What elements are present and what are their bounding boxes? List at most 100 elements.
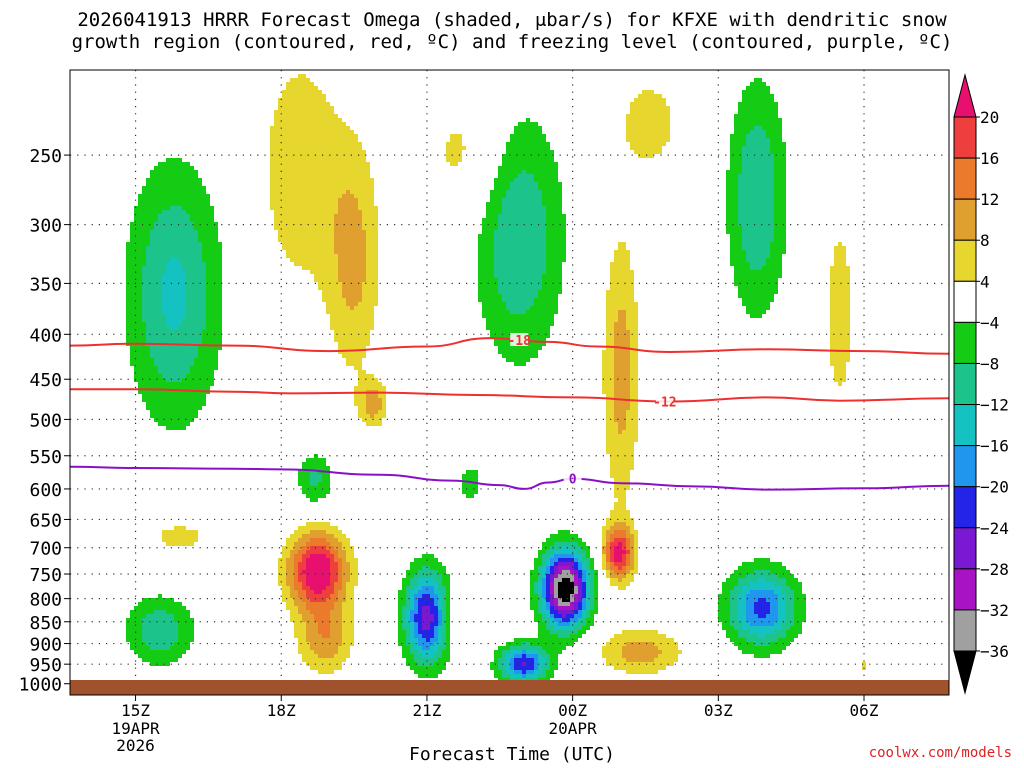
omega-cell <box>362 418 382 422</box>
omega-cell <box>538 574 542 578</box>
omega-cell <box>366 250 378 254</box>
omega-cell <box>594 590 598 594</box>
omega-cell <box>610 454 634 458</box>
omega-cell <box>770 642 790 646</box>
omega-cell <box>406 622 414 626</box>
omega-cell <box>462 474 478 478</box>
omega-cell <box>186 286 206 290</box>
omega-cell <box>142 630 178 634</box>
omega-cell <box>150 354 198 358</box>
omega-cell <box>746 614 758 618</box>
omega-cell <box>746 306 770 310</box>
omega-cell <box>294 566 298 570</box>
omega-cell <box>594 602 598 606</box>
omega-cell <box>626 658 654 662</box>
omega-cell <box>130 646 150 650</box>
omega-cell <box>578 574 582 578</box>
omega-cell <box>530 598 538 602</box>
omega-cell <box>126 254 146 258</box>
omega-cell <box>618 578 622 582</box>
omega-cell <box>446 630 450 634</box>
omega-cell <box>526 662 534 666</box>
omega-cell <box>166 322 182 326</box>
omega-cell <box>554 618 562 622</box>
omega-cell <box>186 374 214 378</box>
omega-cell <box>742 234 774 238</box>
omega-cell <box>318 626 330 630</box>
omega-cell <box>330 582 334 586</box>
omega-cell <box>270 146 362 150</box>
omega-cell <box>338 538 350 542</box>
omega-cell <box>298 570 302 574</box>
omega-cell <box>614 326 626 330</box>
omega-cell <box>346 590 354 594</box>
omega-cell <box>630 402 638 406</box>
omega-cell <box>330 578 338 582</box>
omega-cell <box>638 154 654 158</box>
omega-cell <box>534 614 542 618</box>
omega-cell <box>182 318 206 322</box>
omega-cell <box>130 614 146 618</box>
omega-cell <box>750 630 774 634</box>
omega-cell <box>730 254 746 258</box>
omega-cell <box>614 374 630 378</box>
omega-cell <box>330 558 334 562</box>
omega-cell <box>534 582 538 586</box>
omega-cell <box>590 598 594 602</box>
omega-cell <box>494 650 502 654</box>
omega-cell <box>162 294 186 298</box>
omega-cell <box>298 574 306 578</box>
omega-cell <box>334 238 366 242</box>
omega-cell <box>738 178 774 182</box>
omega-cell <box>282 546 294 550</box>
omega-cell <box>206 322 222 326</box>
omega-cell <box>346 358 362 362</box>
omega-cell <box>606 574 610 578</box>
omega-cell <box>502 162 558 166</box>
attribution-link[interactable]: coolwx.com/models <box>868 745 1012 761</box>
omega-cell <box>342 638 354 642</box>
omega-cell <box>286 538 298 542</box>
omega-cell <box>746 250 770 254</box>
omega-cell <box>558 622 570 626</box>
omega-cell <box>494 178 514 182</box>
omega-cell <box>554 606 558 610</box>
omega-cell <box>610 558 614 562</box>
omega-cell <box>202 258 222 262</box>
omega-cell <box>298 74 306 78</box>
omega-cell <box>562 614 566 618</box>
omega-cell <box>554 626 574 630</box>
omega-cell <box>446 614 450 618</box>
omega-cell <box>602 542 606 546</box>
omega-cell <box>634 554 638 558</box>
omega-cell <box>170 326 178 330</box>
omega-cell <box>778 614 786 618</box>
omega-cell <box>406 630 410 634</box>
omega-cell <box>550 554 554 558</box>
omega-cell <box>790 626 802 630</box>
omega-cell <box>298 590 306 594</box>
omega-cell <box>634 566 638 570</box>
omega-cell <box>294 578 298 582</box>
omega-cell <box>446 638 450 642</box>
omega-cell <box>206 310 222 314</box>
omega-cell <box>746 142 770 146</box>
omega-cell <box>374 414 386 418</box>
omega-cell <box>738 646 786 650</box>
omega-cell <box>498 350 538 354</box>
omega-cell <box>614 354 630 358</box>
omega-cell <box>166 158 182 162</box>
omega-cell <box>358 378 378 382</box>
omega-cell <box>830 286 850 290</box>
omega-cell <box>146 178 202 182</box>
omega-cell <box>362 210 378 214</box>
omega-cell <box>726 198 738 202</box>
omega-cell <box>446 634 450 638</box>
omega-cell <box>406 602 410 606</box>
omega-cell <box>626 414 638 418</box>
omega-cell <box>158 594 162 598</box>
omega-cell <box>130 642 146 646</box>
omega-cell <box>510 186 538 190</box>
omega-cell <box>602 650 622 654</box>
omega-cell <box>574 562 578 566</box>
